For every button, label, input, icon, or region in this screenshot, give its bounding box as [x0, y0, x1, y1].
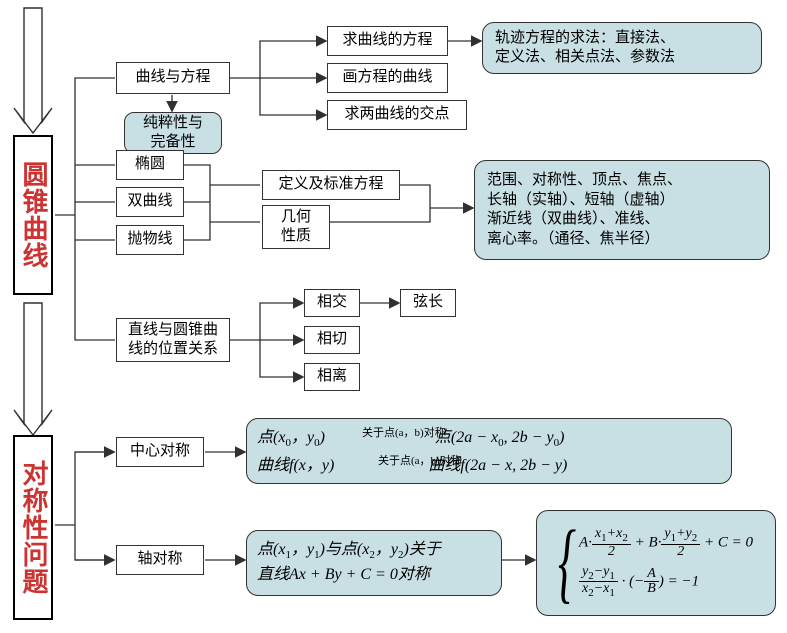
brace-icon: {	[558, 518, 576, 608]
node-trajectory: 轨迹方程的求法：直接法、 定义法、相关点法、参数法	[482, 22, 762, 74]
title-conic: 圆锥曲线	[13, 135, 53, 295]
node-axial: 轴对称	[116, 545, 204, 575]
annot-ab2: 关于点(a，b)对称	[378, 452, 462, 468]
node-tangent: 相切	[304, 326, 360, 354]
node-properties: 范围、对称性、顶点、焦点、 长轴（实轴）、短轴（虚轴） 渐近线（双曲线）、准线、…	[474, 160, 770, 260]
node-geom-prop: 几何 性质	[262, 205, 330, 249]
node-line-conic: 直线与圆锥曲 线的位置关系	[116, 318, 230, 362]
title-symm: 对称性问题	[13, 435, 53, 620]
node-draw-curve: 画方程的曲线	[327, 63, 448, 93]
box-axial-formula: 点(x1，y1)与点(x2，y2)关于 直线Ax + By + C = 0对称	[246, 530, 502, 596]
node-ellipse: 椭圆	[116, 150, 184, 180]
box-brace: { A·x1+x22 + B·y1+y22 + C = 0 y2−y1x2−x1…	[536, 510, 776, 616]
title-conic-text: 圆锥曲线	[18, 161, 48, 269]
node-hyperbola: 双曲线	[116, 187, 184, 217]
node-chord: 弦长	[400, 289, 456, 317]
node-intersect: 相交	[304, 289, 360, 317]
node-curve-eq: 曲线与方程	[116, 62, 230, 94]
annot-ab1: 关于点(a，b)对称	[362, 424, 446, 440]
title-symm-text: 对称性问题	[18, 460, 48, 595]
node-purity: 纯粹性与 完备性	[124, 112, 222, 154]
node-central: 中心对称	[116, 437, 204, 467]
node-find-eq: 求曲线的方程	[327, 26, 448, 56]
node-std-eq: 定义及标准方程	[262, 170, 400, 200]
node-parabola: 抛物线	[116, 225, 184, 255]
box-central-formula: 点(x0，y0)点(2a − x0, 2b − y0) 曲线f(x，y)曲线f(…	[246, 418, 732, 484]
node-separate: 相离	[304, 363, 360, 391]
node-intersection: 求两曲线的交点	[327, 100, 467, 130]
